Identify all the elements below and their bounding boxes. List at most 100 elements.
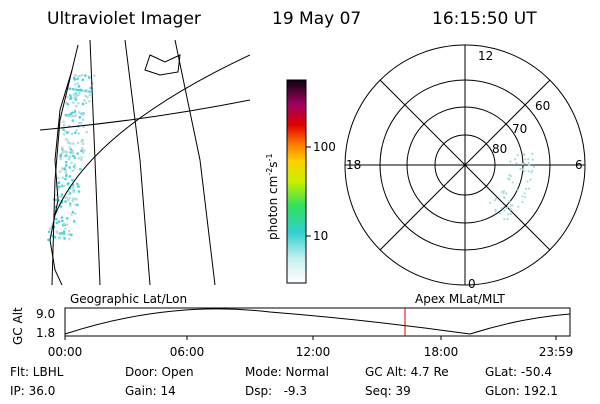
emission-dot — [69, 151, 72, 154]
y-label: GC Alt — [11, 307, 25, 345]
status-field: Dsp: -9.3 — [245, 384, 307, 398]
coastline — [144, 54, 181, 76]
emission-dot — [66, 102, 70, 106]
emission-dot — [64, 137, 68, 141]
parallel — [54, 54, 250, 216]
emission-dot — [59, 170, 62, 173]
emission-dot — [70, 213, 73, 216]
emission-dot — [521, 200, 524, 204]
emission-dot — [67, 157, 71, 161]
emission-dot — [65, 196, 69, 199]
emission-dot — [81, 151, 85, 154]
emission-dot — [531, 152, 534, 155]
emission-dot — [509, 208, 512, 211]
emission-dot — [62, 150, 66, 153]
emission-dot — [77, 185, 80, 188]
emission-dot — [78, 74, 82, 78]
emission-dot — [493, 199, 497, 202]
y-tick-label: 1.8 — [36, 326, 55, 340]
emission-dot — [530, 171, 533, 174]
emission-dot — [60, 167, 64, 170]
emission-dot — [71, 178, 74, 182]
footer: Flt: LBHL Door: Open Mode: Normal GC Alt: 4… — [10, 365, 558, 398]
emission-dot — [66, 198, 70, 202]
emission-dot — [57, 176, 60, 180]
emission-dot — [515, 162, 518, 165]
emission-dot — [70, 132, 74, 136]
emission-dot — [55, 230, 59, 233]
x-tick-label: 23:59 — [539, 345, 574, 359]
emission-dot — [70, 114, 74, 118]
emission-dot — [55, 221, 59, 225]
status-field: Seq: 39 — [365, 384, 411, 398]
emission-dot — [75, 104, 78, 108]
emission-dot — [62, 123, 66, 127]
y-tick-label: 9.0 — [36, 307, 55, 321]
colorbar-tick-label: 10 — [313, 229, 328, 243]
emission-dot — [509, 213, 512, 216]
emission-dot — [80, 156, 83, 159]
emission-dot — [80, 146, 84, 150]
emission-dot — [76, 141, 80, 145]
emission-dot — [88, 90, 91, 94]
emission-dot — [516, 189, 520, 192]
emission-dot — [526, 180, 529, 183]
emission-dot — [509, 160, 512, 163]
emission-dot — [64, 154, 68, 157]
emission-dot — [517, 205, 520, 208]
emission-dot — [60, 184, 64, 188]
emission-dot — [84, 101, 88, 105]
emission-dot — [76, 152, 79, 155]
emission-dot — [77, 121, 81, 125]
emission-dot — [78, 91, 81, 95]
emission-dot — [73, 93, 77, 97]
emission-dot — [81, 118, 85, 121]
emission-dot — [498, 212, 502, 215]
mlt-label: 6 — [575, 158, 583, 172]
emission-dot — [67, 193, 71, 196]
emission-dot — [53, 236, 57, 239]
emission-dot — [84, 74, 87, 77]
emission-dot — [75, 88, 79, 92]
emission-dot — [78, 167, 82, 171]
emission-dot — [66, 114, 70, 118]
emission-dot — [72, 220, 76, 223]
mlt-label: 0 — [468, 277, 476, 291]
emission-dot — [58, 185, 61, 188]
emission-dot — [64, 200, 67, 203]
emission-dot — [503, 209, 506, 212]
emission-dot — [73, 78, 77, 81]
emission-dot — [60, 146, 64, 149]
mlat-label: 70 — [512, 122, 527, 136]
emission-dot — [58, 236, 62, 240]
emission-dot — [79, 88, 82, 92]
x-tick-label: 12:00 — [296, 345, 331, 359]
status-field: GLon: 192.1 — [485, 384, 558, 398]
emission-dot — [524, 158, 527, 161]
timeline-title: Geographic Lat/Lon — [70, 292, 187, 306]
emission-dot — [73, 115, 76, 118]
emission-dot — [508, 200, 511, 203]
emission-dot — [505, 206, 509, 210]
emission-dot — [71, 154, 75, 158]
emission-dot — [81, 102, 85, 106]
emission-dot — [71, 199, 75, 203]
emission-dot — [532, 165, 536, 168]
emission-dot — [59, 153, 63, 156]
emission-dot — [68, 175, 72, 178]
emission-dot — [522, 152, 525, 155]
emission-dot — [529, 178, 532, 181]
emission-dot — [531, 169, 534, 172]
emission-dot — [523, 162, 526, 165]
status-field: IP: 36.0 — [10, 384, 55, 398]
emission-dot — [81, 78, 85, 82]
emission-dot — [59, 205, 63, 208]
mlt-label: 18 — [346, 158, 361, 172]
meridian — [124, 40, 151, 285]
emission-dot — [49, 227, 52, 231]
emission-dot — [66, 95, 69, 99]
emission-dot — [74, 74, 77, 77]
emission-dot — [514, 158, 517, 161]
emission-dot — [77, 157, 81, 160]
